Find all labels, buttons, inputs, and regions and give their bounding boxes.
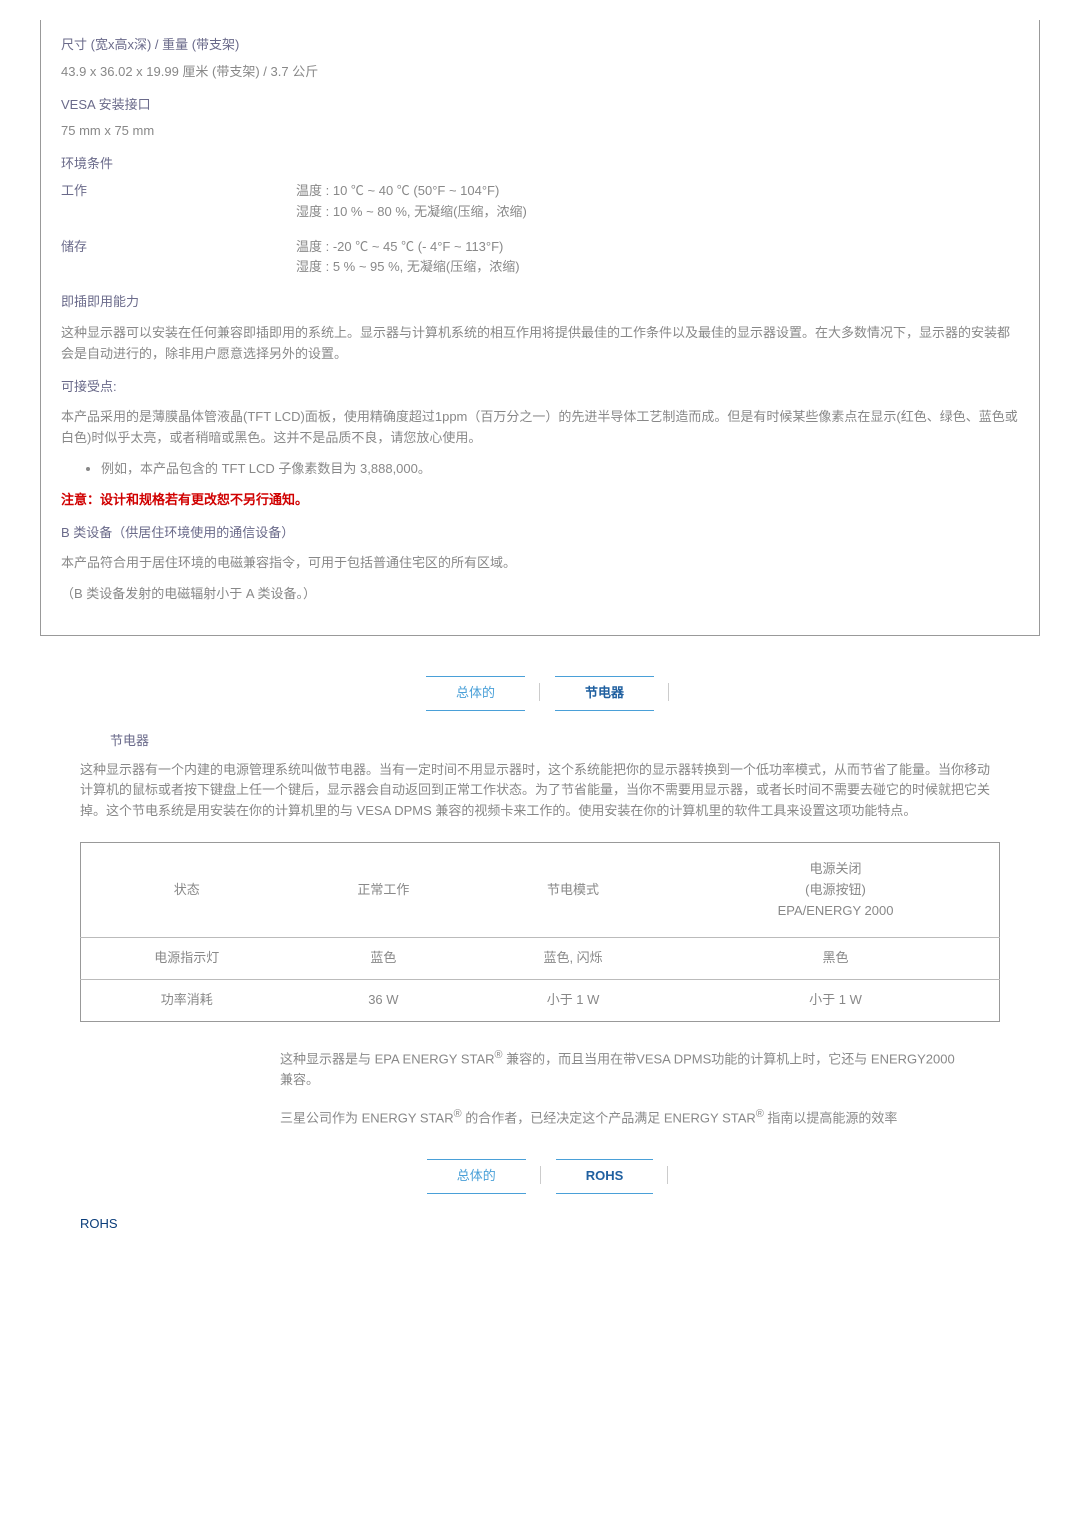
cell-lt1w-1: 小于 1 W xyxy=(474,980,672,1022)
env-operating-label: 工作 xyxy=(61,181,296,223)
powersaver-desc: 这种显示器有一个内建的电源管理系统叫做节电器。当有一定时间不用显示器时，这个系统… xyxy=(80,760,1000,822)
class-b-line1: B 类设备（供居住环境使用的通信设备） xyxy=(61,523,1019,544)
notice-text: 注意：设计和规格若有更改恕不另行通知。 xyxy=(61,490,1019,511)
env-op-hum: 湿度 : 10 % ~ 80 %, 无凝缩(压缩，浓缩) xyxy=(296,202,527,223)
spec-box: 尺寸 (宽x高x深) / 重量 (带支架) 43.9 x 36.02 x 19.… xyxy=(40,20,1040,636)
tab-general-2[interactable]: 总体的 xyxy=(427,1159,526,1194)
energy-star-note-1: 这种显示器是与 EPA ENERGY STAR® 兼容的，而且当用在带VESA … xyxy=(280,1047,960,1091)
env-st-temp: 温度 : -20 ℃ ~ 45 ℃ (- 4°F ~ 113°F) xyxy=(296,237,520,258)
tab-powersaver[interactable]: 节电器 xyxy=(555,676,654,711)
tab-separator xyxy=(540,1166,541,1184)
vesa-heading: VESA 安装接口 xyxy=(61,95,1019,116)
dim-heading: 尺寸 (宽x高x深) / 重量 (带支架) xyxy=(61,35,1019,56)
env-st-hum: 湿度 : 5 % ~ 95 %, 无凝缩(压缩，浓缩) xyxy=(296,257,520,278)
tab-row-2: 总体的 ROHS xyxy=(40,1159,1040,1194)
cell-lt1w-2: 小于 1 W xyxy=(672,980,1000,1022)
note2-mid: 的合作者，已经决定这个产品满足 ENERGY STAR xyxy=(462,1110,756,1125)
note2-post: 指南以提高能源的效率 xyxy=(764,1110,898,1125)
tab-rohs-label: ROHS xyxy=(586,1168,624,1183)
cell-blue-blink: 蓝色, 闪烁 xyxy=(474,938,672,980)
th-off-line1: 电源关闭 xyxy=(686,859,985,880)
env-operating-data: 温度 : 10 ℃ ~ 40 ℃ (50°F ~ 104°F) 湿度 : 10 … xyxy=(296,181,527,223)
accept-bullet-list: 例如，本产品包含的 TFT LCD 子像素数目为 3,888,000。 xyxy=(101,459,1019,480)
cell-blue: 蓝色 xyxy=(293,938,475,980)
tab-general-1-label: 总体的 xyxy=(456,685,495,700)
table-row: 功率消耗 36 W 小于 1 W 小于 1 W xyxy=(81,980,1000,1022)
accept-bullet-item: 例如，本产品包含的 TFT LCD 子像素数目为 3,888,000。 xyxy=(101,459,1019,480)
accept-heading: 可接受点: xyxy=(61,377,1019,398)
reg-mark: ® xyxy=(454,1108,462,1120)
env-storage-row: 储存 温度 : -20 ℃ ~ 45 ℃ (- 4°F ~ 113°F) 湿度 … xyxy=(61,237,1019,279)
tab-separator xyxy=(539,683,540,701)
reg-mark: ® xyxy=(495,1049,503,1061)
table-header-row: 状态 正常工作 节电模式 电源关闭 (电源按钮) EPA/ENERGY 2000 xyxy=(81,842,1000,937)
th-saving: 节电模式 xyxy=(474,842,672,937)
cell-indicator: 电源指示灯 xyxy=(81,938,293,980)
cell-power-consumption: 功率消耗 xyxy=(81,980,293,1022)
table-row: 电源指示灯 蓝色 蓝色, 闪烁 黑色 xyxy=(81,938,1000,980)
dim-value: 43.9 x 36.02 x 19.99 厘米 (带支架) / 3.7 公斤 xyxy=(61,62,1019,83)
th-normal: 正常工作 xyxy=(293,842,475,937)
pnp-text: 这种显示器可以安装在任何兼容即插即用的系统上。显示器与计算机系统的相互作用将提供… xyxy=(61,323,1019,365)
tab-general-2-label: 总体的 xyxy=(457,1168,496,1183)
class-b-line3: （B 类设备发射的电磁辐射小于 A 类设备。） xyxy=(61,584,1019,605)
env-op-temp: 温度 : 10 ℃ ~ 40 ℃ (50°F ~ 104°F) xyxy=(296,181,527,202)
tab-general-1[interactable]: 总体的 xyxy=(426,676,525,711)
th-state: 状态 xyxy=(81,842,293,937)
rohs-section-title: ROHS xyxy=(80,1214,1040,1235)
env-operating-row: 工作 温度 : 10 ℃ ~ 40 ℃ (50°F ~ 104°F) 湿度 : … xyxy=(61,181,1019,223)
tab-rohs[interactable]: ROHS xyxy=(556,1159,654,1194)
th-off-line3: EPA/ENERGY 2000 xyxy=(686,901,985,922)
cell-black: 黑色 xyxy=(672,938,1000,980)
class-b-line2: 本产品符合用于居住环境的电磁兼容指令，可用于包括普通住宅区的所有区域。 xyxy=(61,553,1019,574)
tab-powersaver-label: 节电器 xyxy=(585,685,624,700)
tab-separator xyxy=(667,1166,668,1184)
env-storage-label: 储存 xyxy=(61,237,296,279)
tab-separator xyxy=(668,683,669,701)
power-table: 状态 正常工作 节电模式 电源关闭 (电源按钮) EPA/ENERGY 2000… xyxy=(80,842,1000,1022)
tab-row-1: 总体的 节电器 xyxy=(40,676,1040,711)
vesa-value: 75 mm x 75 mm xyxy=(61,121,1019,142)
accept-text: 本产品采用的是薄膜晶体管液晶(TFT LCD)面板，使用精确度超过1ppm（百万… xyxy=(61,407,1019,449)
env-heading: 环境条件 xyxy=(61,154,1019,175)
reg-mark: ® xyxy=(756,1108,764,1120)
cell-36w: 36 W xyxy=(293,980,475,1022)
note1-pre: 这种显示器是与 EPA ENERGY STAR xyxy=(280,1051,495,1066)
th-off: 电源关闭 (电源按钮) EPA/ENERGY 2000 xyxy=(672,842,1000,937)
env-storage-data: 温度 : -20 ℃ ~ 45 ℃ (- 4°F ~ 113°F) 湿度 : 5… xyxy=(296,237,520,279)
powersaver-title: 节电器 xyxy=(110,731,1040,752)
note2-pre: 三星公司作为 ENERGY STAR xyxy=(280,1110,454,1125)
energy-star-note-2: 三星公司作为 ENERGY STAR® 的合作者，已经决定这个产品满足 ENER… xyxy=(280,1106,960,1129)
pnp-heading: 即插即用能力 xyxy=(61,292,1019,313)
th-off-line2: (电源按钮) xyxy=(686,880,985,901)
